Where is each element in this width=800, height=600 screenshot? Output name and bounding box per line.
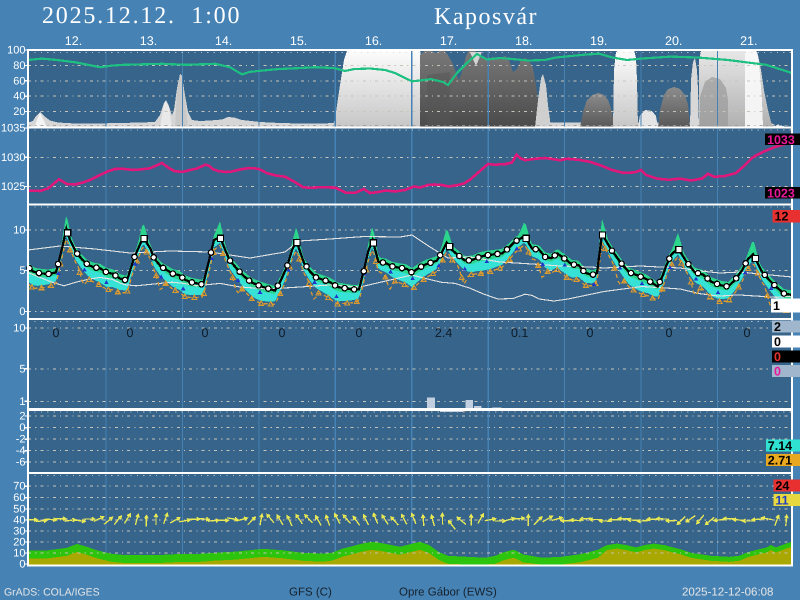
svg-text:5: 5 xyxy=(19,265,25,277)
svg-text:-2: -2 xyxy=(16,434,26,446)
svg-text:2.71: 2.71 xyxy=(768,454,792,468)
svg-text:0: 0 xyxy=(744,326,751,340)
svg-text:2: 2 xyxy=(774,320,781,334)
svg-text:40: 40 xyxy=(13,514,25,526)
svg-text:0.1: 0.1 xyxy=(511,326,528,340)
svg-text:0: 0 xyxy=(19,559,25,571)
svg-text:1023: 1023 xyxy=(767,186,795,200)
svg-text:0: 0 xyxy=(356,326,363,340)
svg-text:16.: 16. xyxy=(365,34,382,48)
svg-text:20: 20 xyxy=(13,106,25,118)
svg-text:1033: 1033 xyxy=(767,133,795,147)
svg-text:60: 60 xyxy=(13,75,25,87)
svg-text:1025: 1025 xyxy=(1,181,25,193)
svg-text:11: 11 xyxy=(775,493,788,507)
svg-text:2.4: 2.4 xyxy=(435,326,452,340)
svg-text:14.: 14. xyxy=(215,34,232,48)
svg-text:13.: 13. xyxy=(140,34,157,48)
svg-text:24: 24 xyxy=(775,479,789,493)
svg-text:15.: 15. xyxy=(290,34,307,48)
svg-text:20: 20 xyxy=(13,536,25,548)
svg-text:0: 0 xyxy=(774,350,781,364)
svg-text:19.: 19. xyxy=(590,34,607,48)
svg-text:0: 0 xyxy=(202,326,209,340)
svg-text:0: 0 xyxy=(774,365,781,379)
svg-text:30: 30 xyxy=(13,525,25,537)
svg-text:GFS (C): GFS (C) xyxy=(289,587,332,599)
svg-text:GrADS: COLA/IGES: GrADS: COLA/IGES xyxy=(4,587,100,599)
svg-text:80: 80 xyxy=(13,60,25,72)
svg-text:12.: 12. xyxy=(65,34,82,48)
svg-text:0: 0 xyxy=(279,326,286,340)
svg-text:1: 1 xyxy=(773,299,780,313)
svg-text:-4: -4 xyxy=(16,445,26,457)
svg-text:100: 100 xyxy=(7,45,25,57)
svg-text:0: 0 xyxy=(19,306,25,318)
svg-text:18.: 18. xyxy=(515,34,532,48)
svg-text:2025.12.12. 1:00: 2025.12.12. 1:00 xyxy=(42,3,241,29)
svg-text:10: 10 xyxy=(13,323,25,335)
svg-text:1030: 1030 xyxy=(1,152,25,164)
svg-text:0: 0 xyxy=(587,326,594,340)
svg-text:70: 70 xyxy=(13,481,25,493)
svg-text:2: 2 xyxy=(19,411,25,423)
svg-text:0: 0 xyxy=(53,326,60,340)
svg-text:50: 50 xyxy=(13,503,25,515)
svg-text:0: 0 xyxy=(127,326,134,340)
svg-text:-6: -6 xyxy=(16,457,26,469)
svg-text:0: 0 xyxy=(774,335,781,349)
svg-text:17.: 17. xyxy=(440,34,457,48)
svg-text:1: 1 xyxy=(19,396,25,408)
svg-text:10: 10 xyxy=(13,548,25,560)
svg-text:12: 12 xyxy=(775,210,789,224)
svg-text:5: 5 xyxy=(19,363,25,375)
svg-text:2025-12-12-06:08: 2025-12-12-06:08 xyxy=(682,587,773,599)
svg-text:40: 40 xyxy=(13,91,25,103)
svg-text:Opre Gábor (EWS): Opre Gábor (EWS) xyxy=(399,587,497,599)
svg-text:0: 0 xyxy=(666,326,673,340)
svg-text:20.: 20. xyxy=(665,34,682,48)
svg-text:0: 0 xyxy=(19,422,25,434)
svg-text:1035: 1035 xyxy=(1,123,25,135)
svg-text:7.14: 7.14 xyxy=(768,439,792,453)
svg-text:Kaposvár: Kaposvár xyxy=(434,4,538,30)
svg-text:21.: 21. xyxy=(740,34,757,48)
svg-text:10: 10 xyxy=(13,224,25,236)
svg-text:60: 60 xyxy=(13,492,25,504)
